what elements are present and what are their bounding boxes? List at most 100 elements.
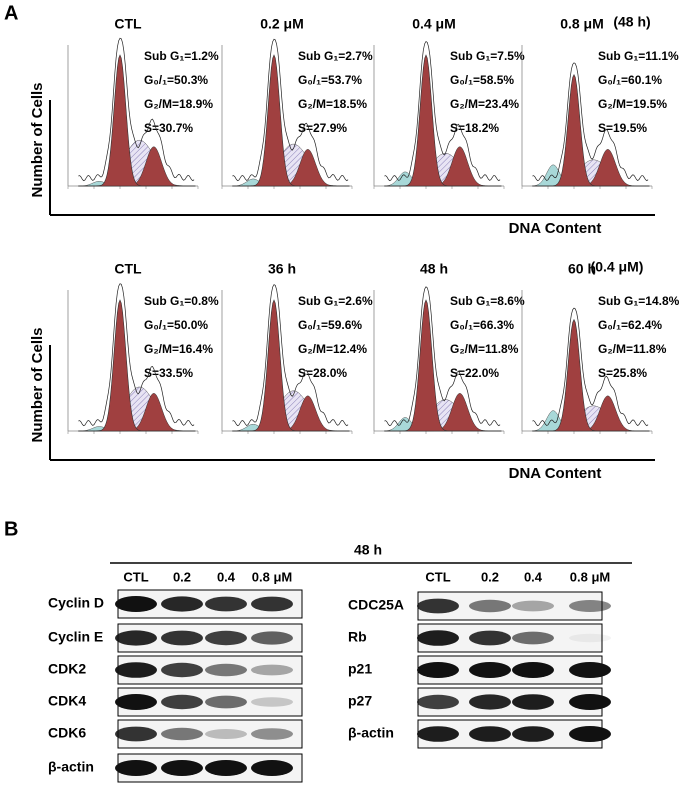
g1-peak [384, 299, 502, 432]
g1-peak [532, 318, 650, 432]
band [512, 694, 554, 710]
panel-label: B [4, 518, 18, 540]
phase-stat: Sub G₁=11.1% [598, 49, 679, 63]
panel-title: 36 h [268, 261, 296, 277]
band [251, 728, 293, 740]
fit-outline [384, 40, 501, 182]
fit-outline [384, 286, 501, 427]
band [417, 662, 459, 678]
lane-label: 0.2 [173, 569, 191, 584]
s-phase [78, 139, 196, 187]
y-axis-label: Number of Cells [29, 327, 46, 442]
band [205, 630, 247, 646]
phase-stat: S=18.2% [450, 121, 499, 135]
band [251, 664, 293, 676]
band [417, 598, 459, 614]
protein-label: p21 [348, 661, 372, 677]
s-phase [78, 386, 196, 432]
phase-stat: Sub G₁=7.5% [450, 49, 525, 63]
g1-peak [384, 54, 502, 187]
band [115, 760, 157, 776]
phase-stat: Sub G₁=2.7% [298, 49, 373, 63]
g1-peak [232, 299, 350, 432]
phase-stat: S=25.8% [598, 366, 647, 380]
g1-peak [78, 54, 196, 187]
phase-stat: G₂/M=11.8% [450, 342, 519, 356]
band [469, 599, 511, 613]
phase-stat: G₂/M=11.8% [598, 342, 667, 356]
condition-note: (0.4 μM) [591, 259, 644, 275]
g1-peak [532, 74, 650, 187]
band [512, 600, 554, 612]
phase-stat: Sub G₁=14.8% [598, 294, 680, 308]
phase-stat: G₀/₁=62.4% [598, 318, 662, 332]
phase-stat: S=27.9% [298, 121, 347, 135]
panel-label: A [4, 2, 18, 24]
panel-title: CTL [114, 16, 142, 32]
band [469, 630, 511, 646]
band [161, 760, 203, 776]
lane-label: 0.2 [481, 569, 499, 584]
panel-title: 60 h [568, 261, 596, 277]
protein-label: Cyclin E [48, 629, 103, 645]
phase-stat: G₂/M=18.5% [298, 97, 367, 111]
band [251, 631, 293, 645]
band [161, 662, 203, 678]
panel-title: 48 h [420, 261, 448, 277]
lane-label: 0.4 [524, 569, 543, 584]
lane-label: CTL [425, 569, 450, 584]
panel-title: CTL [114, 261, 142, 277]
lane-label: 0.8 μM [252, 569, 292, 584]
protein-label: β-actin [48, 759, 94, 775]
phase-stat: G₂/M=12.4% [298, 342, 367, 356]
lane-label: 0.4 [217, 569, 236, 584]
x-axis-label: DNA Content [509, 220, 602, 237]
phase-stat: S=19.5% [598, 121, 647, 135]
band [161, 596, 203, 612]
phase-stat: G₂/M=18.9% [144, 97, 213, 111]
lane-label: 0.8 μM [570, 569, 610, 584]
band [569, 600, 611, 612]
fit-outline [232, 38, 349, 182]
protein-label: β-actin [348, 725, 394, 741]
protein-label: Cyclin D [48, 595, 104, 611]
g1-peak [78, 299, 196, 432]
band [251, 760, 293, 776]
band [469, 662, 511, 678]
band [205, 760, 247, 776]
band [512, 662, 554, 678]
condition-note: (48 h) [613, 14, 650, 30]
band [161, 694, 203, 710]
phase-stat: S=28.0% [298, 366, 347, 380]
phase-stat: G₀/₁=50.0% [144, 318, 208, 332]
band [161, 630, 203, 646]
phase-stat: Sub G₁=0.8% [144, 294, 219, 308]
phase-stat: Sub G₁=2.6% [298, 294, 373, 308]
phase-stat: G₂/M=23.4% [450, 97, 519, 111]
band [205, 663, 247, 677]
fit-outline [532, 307, 649, 427]
panel-title: 0.2 μM [260, 16, 304, 32]
band [569, 726, 611, 742]
phase-stat: S=22.0% [450, 366, 499, 380]
x-axis-label: DNA Content [509, 465, 602, 482]
band [205, 596, 247, 612]
time-label: 48 h [354, 542, 382, 558]
phase-stat: G₀/₁=66.3% [450, 318, 514, 332]
protein-label: Rb [348, 629, 367, 645]
phase-stat: G₀/₁=53.7% [298, 73, 362, 87]
band [569, 662, 611, 678]
fit-outline [232, 284, 349, 427]
band [115, 726, 157, 742]
phase-stat: Sub G₁=1.2% [144, 49, 219, 63]
phase-stat: G₀/₁=60.1% [598, 73, 662, 87]
band [569, 694, 611, 710]
panel-title: 0.8 μM [560, 16, 604, 32]
band [115, 662, 157, 678]
panel-title: 0.4 μM [412, 16, 456, 32]
band [115, 694, 157, 710]
phase-stat: S=30.7% [144, 121, 193, 135]
protein-label: p27 [348, 693, 372, 709]
g1-peak [232, 54, 350, 187]
